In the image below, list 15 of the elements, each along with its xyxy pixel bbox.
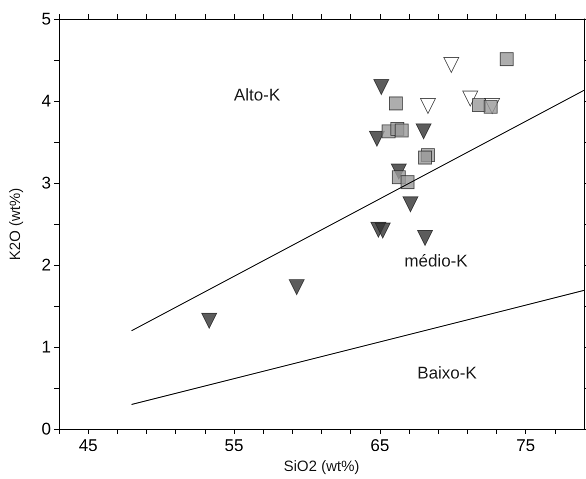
y-tick-label: 5 xyxy=(42,10,51,28)
x-tick-label: 55 xyxy=(224,436,244,455)
y-tick-label: 3 xyxy=(42,174,51,192)
x-tick-label: 75 xyxy=(516,436,536,455)
annotation: Alto-K xyxy=(234,86,281,104)
y-tick-label: 2 xyxy=(42,256,51,274)
y-tick-label: 4 xyxy=(42,92,51,110)
y-axis-title: K2O (wt%) xyxy=(7,188,24,260)
y-tick-label: 1 xyxy=(42,338,51,356)
x-axis-title: SiO2 (wt%) xyxy=(284,458,360,475)
x-tick-label: 45 xyxy=(78,436,98,455)
annotation: médio-K xyxy=(404,252,468,270)
y-tick-label: 0 xyxy=(42,420,51,438)
x-tick-label: 65 xyxy=(370,436,390,455)
annotation: Baixo-K xyxy=(417,364,478,382)
